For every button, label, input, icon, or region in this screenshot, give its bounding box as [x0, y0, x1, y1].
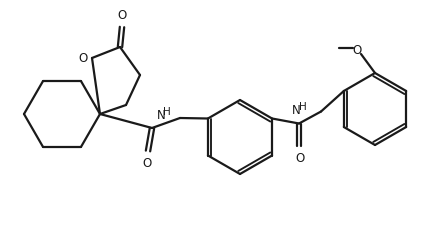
Text: O: O [78, 52, 88, 64]
Text: O: O [118, 9, 127, 22]
Text: O: O [353, 44, 362, 57]
Text: N: N [292, 104, 300, 116]
Text: O: O [143, 157, 152, 170]
Text: H: H [299, 103, 307, 113]
Text: N: N [157, 109, 165, 122]
Text: O: O [295, 151, 305, 165]
Text: H: H [163, 107, 171, 117]
